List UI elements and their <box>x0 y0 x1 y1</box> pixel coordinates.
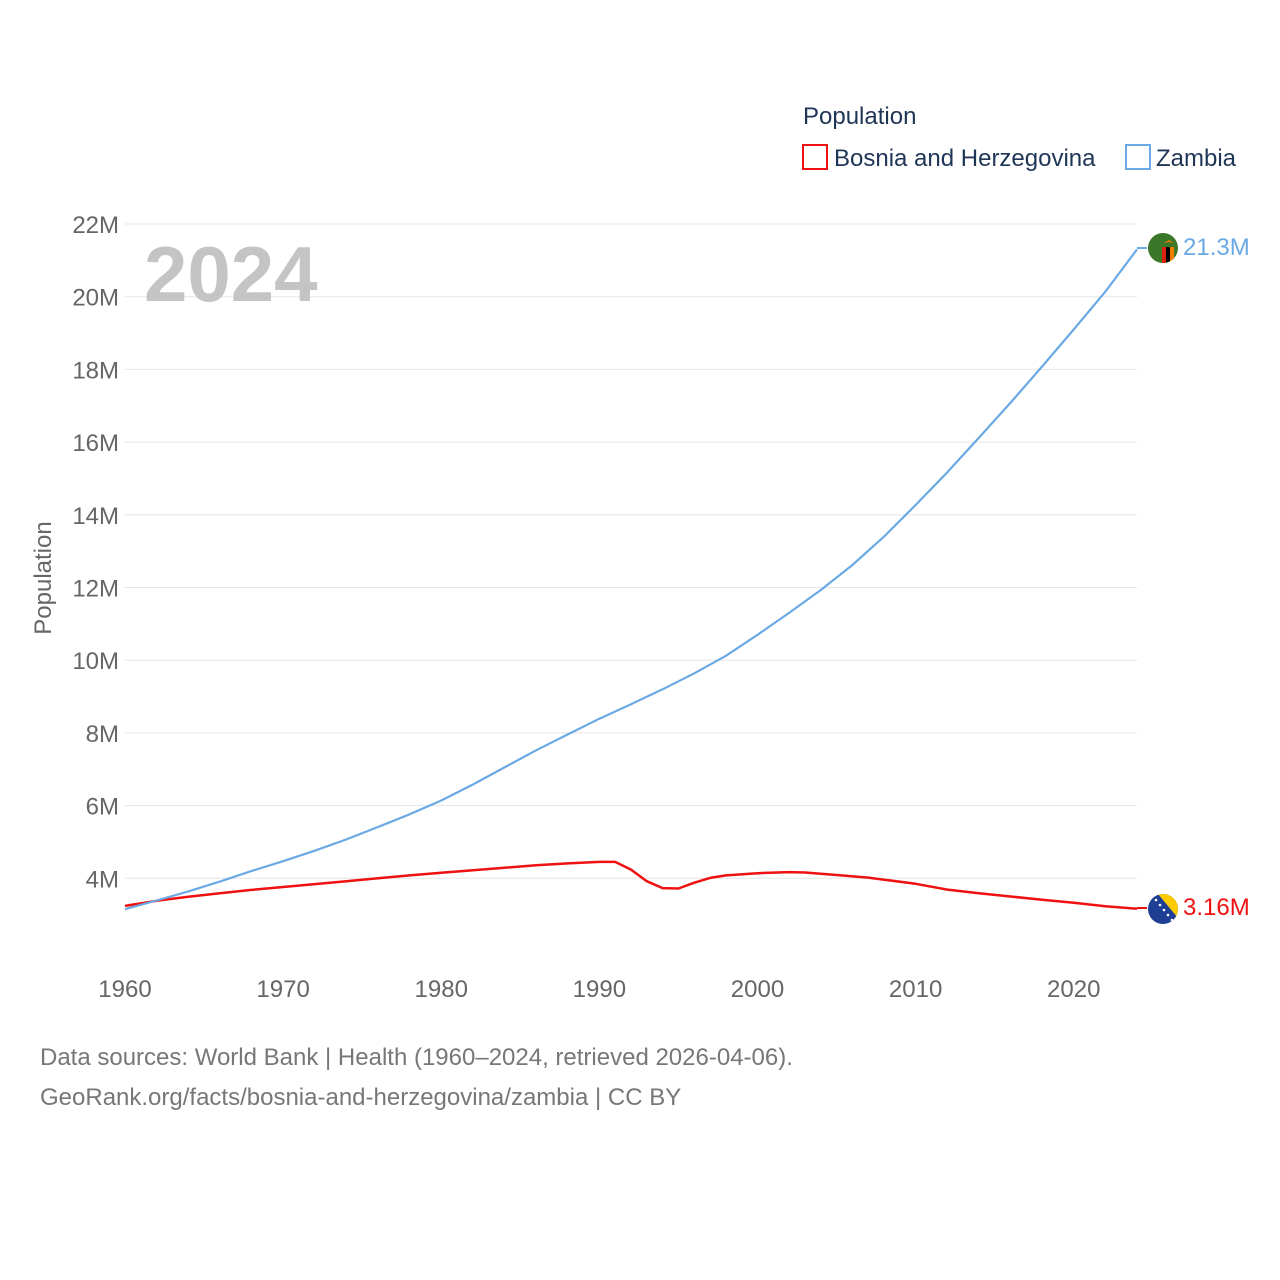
y-tick-label: 16M <box>72 430 119 457</box>
y-grid <box>125 223 1137 879</box>
legend-label-bosnia[interactable]: Bosnia and Herzegovina <box>834 145 1096 172</box>
legend-swatch-bosnia[interactable] <box>802 144 828 170</box>
series-layer <box>124 248 1138 911</box>
series-line-zambia[interactable] <box>124 248 1138 911</box>
x-tick-label: 1990 <box>573 976 626 1003</box>
y-tick-label: 10M <box>72 648 119 675</box>
x-tick-label: 2020 <box>1047 976 1100 1003</box>
y-tick-label: 18M <box>72 357 119 384</box>
x-tick-label: 2010 <box>889 976 942 1003</box>
y-tick-label: 8M <box>86 721 119 748</box>
year-display: 2024 <box>144 230 318 318</box>
y-tick-label: 6M <box>86 794 119 821</box>
legend-label-zambia[interactable]: Zambia <box>1156 145 1237 172</box>
zambia-flag-icon <box>1148 233 1178 263</box>
bosnia-end-value: 3.16M <box>1183 894 1250 921</box>
series-line-bosnia-and-herzegovina[interactable] <box>124 860 1138 911</box>
bosnia-end-marker: 3.16M <box>1137 894 1250 924</box>
y-tick-label: 12M <box>72 576 119 603</box>
population-chart: Population Bosnia and Herzegovina Zambia… <box>30 103 1250 1003</box>
x-tick-label: 1970 <box>256 976 309 1003</box>
y-tick-label: 4M <box>86 866 119 893</box>
legend: Population Bosnia and Herzegovina Zambia <box>802 103 1237 172</box>
x-tick-label: 2000 <box>731 976 784 1003</box>
zambia-end-marker: 21.3M <box>1137 233 1250 263</box>
x-tick-label: 1980 <box>415 976 468 1003</box>
y-tick-label: 14M <box>72 503 119 530</box>
footer-source: Data sources: World Bank | Health (1960–… <box>40 1044 793 1071</box>
y-axis-title: Population <box>30 521 57 634</box>
x-tick-label: 1960 <box>98 976 151 1003</box>
x-tick-labels: 1960 1970 1980 1990 2000 2010 2020 <box>98 976 1100 1003</box>
bosnia-flag-icon <box>1148 894 1178 924</box>
legend-title: Population <box>803 103 916 130</box>
y-tick-labels: 4M 6M 8M 10M 12M 14M 16M 18M 20M 22M <box>72 212 119 893</box>
zambia-end-value: 21.3M <box>1183 234 1250 261</box>
y-tick-label: 22M <box>72 212 119 239</box>
y-tick-label: 20M <box>72 285 119 312</box>
legend-swatch-zambia[interactable] <box>1125 144 1151 170</box>
footer-link[interactable]: GeoRank.org/facts/bosnia-and-herzegovina… <box>40 1084 682 1111</box>
